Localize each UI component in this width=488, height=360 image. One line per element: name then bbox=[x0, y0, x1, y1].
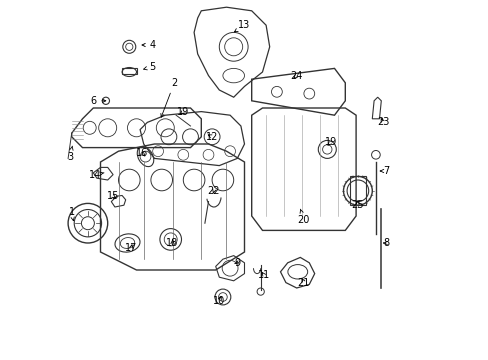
Text: 6: 6 bbox=[90, 96, 105, 106]
Text: 24: 24 bbox=[290, 71, 302, 81]
Text: 5: 5 bbox=[143, 62, 156, 72]
Text: 4: 4 bbox=[142, 40, 156, 50]
Bar bbox=[349, 176, 365, 205]
Text: 20: 20 bbox=[297, 209, 309, 225]
Text: 11: 11 bbox=[258, 270, 270, 280]
Text: 2: 2 bbox=[161, 78, 177, 117]
Text: 15: 15 bbox=[107, 191, 119, 201]
Text: 3: 3 bbox=[67, 146, 73, 162]
Text: 19: 19 bbox=[324, 137, 336, 147]
Text: 17: 17 bbox=[124, 243, 137, 253]
Text: 21: 21 bbox=[297, 278, 309, 288]
Text: 1: 1 bbox=[68, 207, 75, 221]
Text: 8: 8 bbox=[383, 238, 389, 248]
Text: 14: 14 bbox=[89, 170, 104, 180]
Text: 7: 7 bbox=[380, 166, 389, 176]
Text: 23: 23 bbox=[376, 117, 388, 127]
Bar bbox=[122, 68, 136, 74]
Text: 13: 13 bbox=[234, 20, 250, 32]
Text: 22: 22 bbox=[207, 186, 220, 196]
Text: 25: 25 bbox=[351, 200, 364, 210]
Text: 18: 18 bbox=[166, 238, 178, 248]
Text: 9: 9 bbox=[234, 258, 240, 268]
Text: 12: 12 bbox=[205, 132, 218, 142]
Text: 19: 19 bbox=[177, 107, 189, 117]
Text: 16: 16 bbox=[136, 148, 148, 158]
Text: 10: 10 bbox=[213, 296, 225, 306]
